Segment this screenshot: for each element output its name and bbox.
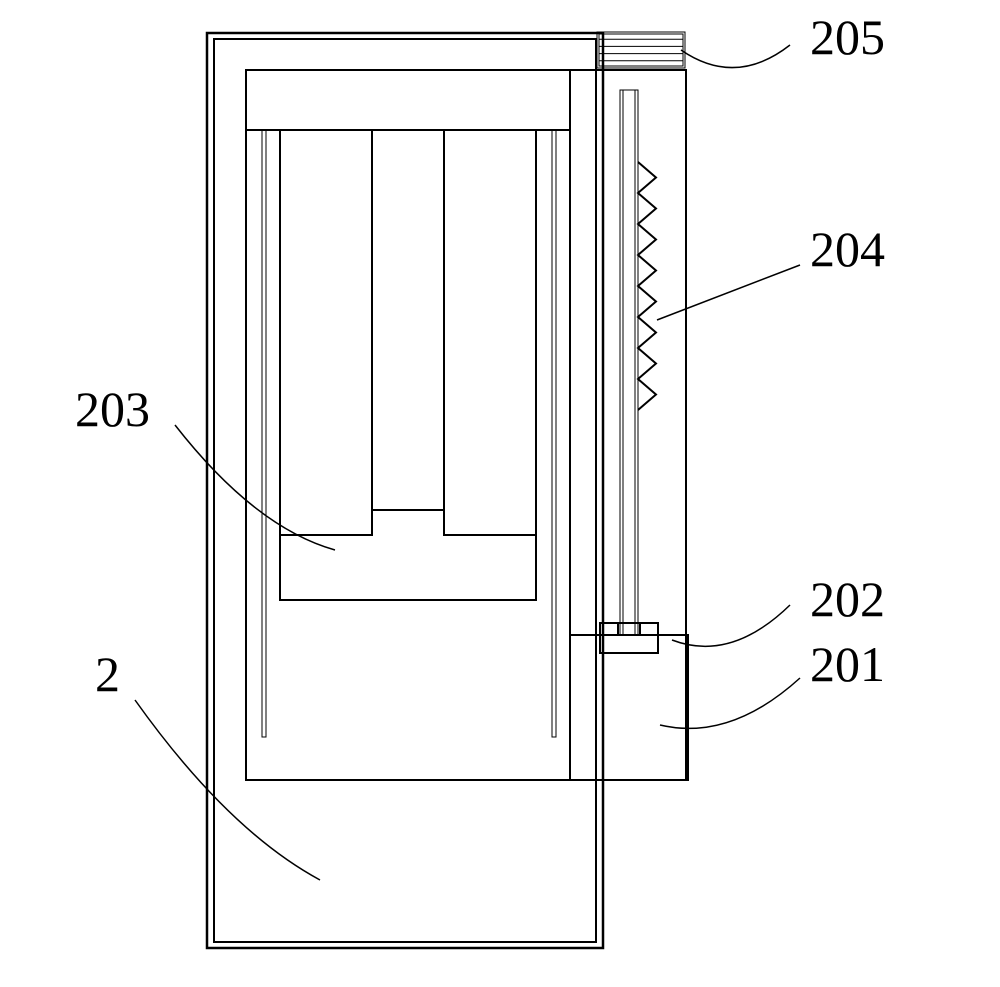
join-cover xyxy=(281,508,371,514)
leader-l202 xyxy=(672,605,790,646)
label-204: 204 xyxy=(810,220,885,278)
shaft-inner xyxy=(623,90,635,635)
leader-l205 xyxy=(681,45,790,68)
diagram-canvas: 205 204 203 202 201 2 xyxy=(0,0,1000,987)
label-203: 203 xyxy=(75,380,150,438)
right-slot xyxy=(444,130,536,535)
label-202: 202 xyxy=(810,570,885,628)
rack-teeth xyxy=(638,162,656,410)
left-slit xyxy=(262,130,266,737)
inner-frame xyxy=(214,39,596,942)
leader-l204 xyxy=(657,265,800,320)
label-205: 205 xyxy=(810,8,885,66)
diagram-svg xyxy=(0,0,1000,987)
label-2: 2 xyxy=(95,645,120,703)
leader-l2 xyxy=(135,700,320,880)
right-slit xyxy=(552,130,556,737)
shaft-coupler xyxy=(600,623,658,653)
motor-box xyxy=(570,635,688,780)
leader-l201 xyxy=(660,678,800,728)
label-201: 201 xyxy=(810,635,885,693)
hatch-box xyxy=(597,32,685,68)
left-slot xyxy=(280,130,372,535)
leader-l203 xyxy=(175,425,335,550)
join-cover xyxy=(445,508,535,514)
t-notch xyxy=(280,510,536,600)
